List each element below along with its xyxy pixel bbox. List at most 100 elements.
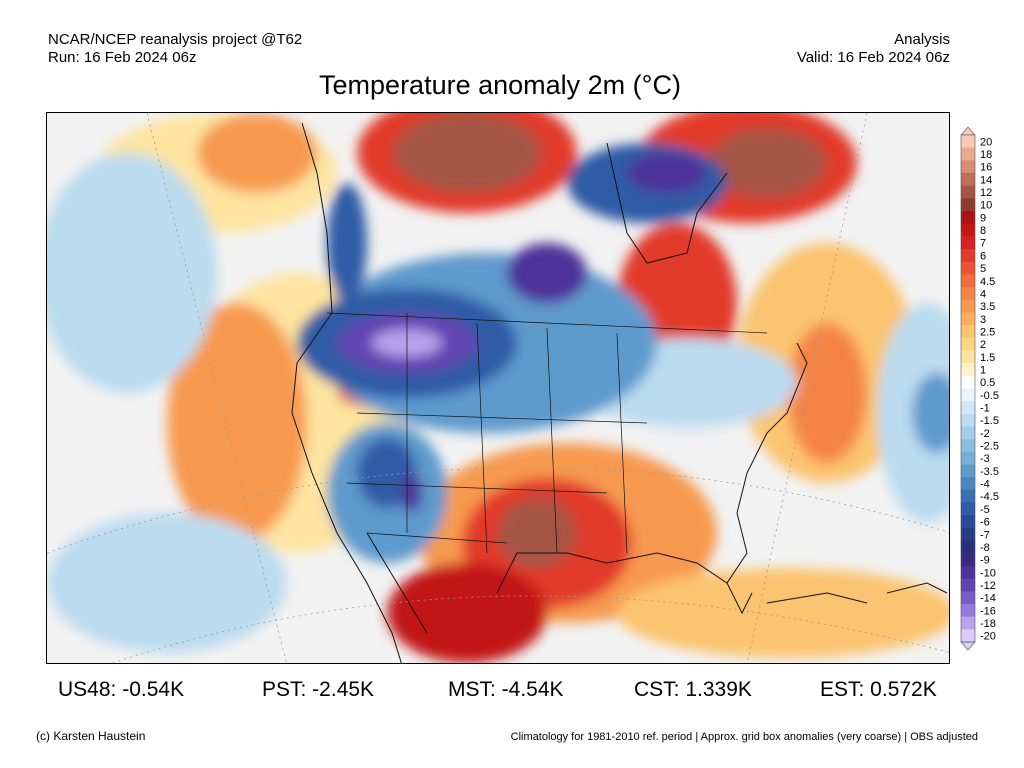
color-legend: 201816141210987654.543.532.521.510.5-0.5… (960, 126, 999, 651)
legend-swatch (961, 489, 975, 503)
cuba (766, 592, 868, 604)
purple-core-hudson (627, 153, 707, 193)
warm-field-mexico (387, 563, 547, 663)
hot-field-arctic (392, 113, 542, 193)
legend-label: -4.5 (980, 491, 999, 503)
legend-swatch (961, 388, 975, 402)
pacific-coastline (291, 122, 402, 663)
legend-label: 16 (980, 162, 992, 174)
legend-label: 4.5 (980, 276, 995, 288)
meridian-border-4 (616, 332, 628, 554)
cold-field-north-pacific (47, 153, 217, 393)
legend-label: -16 (980, 605, 996, 617)
stat-est: EST: 0.572K (820, 678, 937, 701)
state-line-2 (346, 482, 608, 494)
warm-field-atlantic-core (787, 323, 867, 463)
legend-label: -2 (980, 428, 990, 440)
hudson-bay (606, 142, 728, 264)
legend-swatch (961, 401, 975, 415)
warm-field-pacific-core (167, 303, 307, 543)
legend-label: 6 (980, 250, 986, 262)
legend-label: -6 (980, 517, 990, 529)
meridian-border-2 (476, 322, 488, 554)
legend-label: 2.5 (980, 326, 995, 338)
legend-label: 12 (980, 187, 992, 199)
legend-swatch (961, 350, 975, 364)
legend-label: 20 (980, 136, 992, 148)
legend-swatch (961, 249, 975, 263)
stat-cst: CST: 1.339K (634, 678, 752, 701)
legend-swatch (961, 565, 975, 580)
legend-swatch (961, 591, 975, 605)
legend-label: 1.5 (980, 352, 995, 364)
header-run: Run: 16 Feb 2024 06z (48, 49, 197, 66)
legend-swatch (961, 160, 975, 174)
stat-pst: PST: -2.45K (262, 678, 375, 701)
purple-core-colorado (402, 473, 422, 513)
longitude-line-1 (146, 113, 287, 663)
legend-label: -0.5 (980, 390, 999, 402)
legend-label: -14 (980, 593, 996, 605)
legend-swatch (961, 603, 975, 618)
state-borders (326, 312, 768, 554)
graticule (47, 113, 949, 663)
legend-label: 9 (980, 212, 986, 224)
legend-label: 8 (980, 225, 986, 237)
legend-top-arrow (960, 126, 976, 136)
legend-label: 5 (980, 263, 986, 275)
cold-core-atlantic (912, 373, 949, 453)
meridian-border-3 (546, 327, 558, 554)
legend-label: 2 (980, 339, 986, 351)
page-title: Temperature anomaly 2m (°C) (319, 70, 681, 100)
legend-label: 4 (980, 288, 986, 300)
stat-mst: MST: -4.54K (448, 678, 564, 701)
legend-label: -1 (980, 403, 990, 415)
legend-label: 3 (980, 314, 986, 326)
legend-label: 10 (980, 200, 992, 212)
legend-swatch (961, 502, 975, 516)
canada-us-border (326, 312, 768, 334)
legend-swatch (961, 236, 975, 250)
purple-core-manitoba (507, 243, 587, 303)
header-valid: Valid: 16 Feb 2024 06z (796, 49, 950, 66)
legend-swatch (961, 211, 975, 225)
legend-label: -4 (980, 479, 990, 491)
regional-stats: US48: -0.54K PST: -2.45K MST: -4.54K CST: 1… (0, 678, 1024, 708)
legend-label: -18 (980, 618, 996, 630)
legend-label: -20 (980, 631, 996, 643)
header-analysis: Analysis (894, 31, 950, 48)
legend-label: -7 (980, 529, 990, 541)
hispaniola (886, 582, 948, 594)
legend-swatch (961, 337, 975, 351)
map-canvas (47, 113, 949, 663)
legend-swatch (961, 553, 975, 567)
legend-swatch (961, 426, 975, 440)
legend-swatch (961, 375, 975, 389)
cold-field-east-pacific (47, 513, 287, 653)
legend-swatch (961, 451, 975, 465)
legend-swatch (961, 527, 975, 541)
legend-swatch (961, 198, 975, 212)
legend-label: -10 (980, 567, 996, 579)
legend-swatch (961, 439, 975, 453)
legend-label: -2.5 (980, 441, 999, 453)
florida (726, 582, 753, 615)
legend-label: -3 (980, 453, 990, 465)
cold-core-bc (327, 183, 367, 303)
legend-label: 3.5 (980, 301, 995, 313)
legend-label: -5 (980, 504, 990, 516)
state-line-1 (356, 412, 648, 424)
legend-swatch (961, 274, 975, 288)
stat-us48: US48: -0.54K (58, 678, 185, 701)
legend-label: -1.5 (980, 415, 999, 427)
longitude-line-2 (747, 113, 868, 663)
legend-label: -8 (980, 542, 990, 554)
legend-label: 0.5 (980, 377, 995, 389)
legend-swatch (961, 540, 975, 554)
legend-label: -9 (980, 555, 990, 567)
legend-swatch (961, 135, 975, 149)
legend-label: 18 (980, 149, 992, 161)
legend-swatch (961, 616, 975, 630)
legend-swatch (961, 312, 975, 326)
legend-swatch (961, 325, 975, 339)
